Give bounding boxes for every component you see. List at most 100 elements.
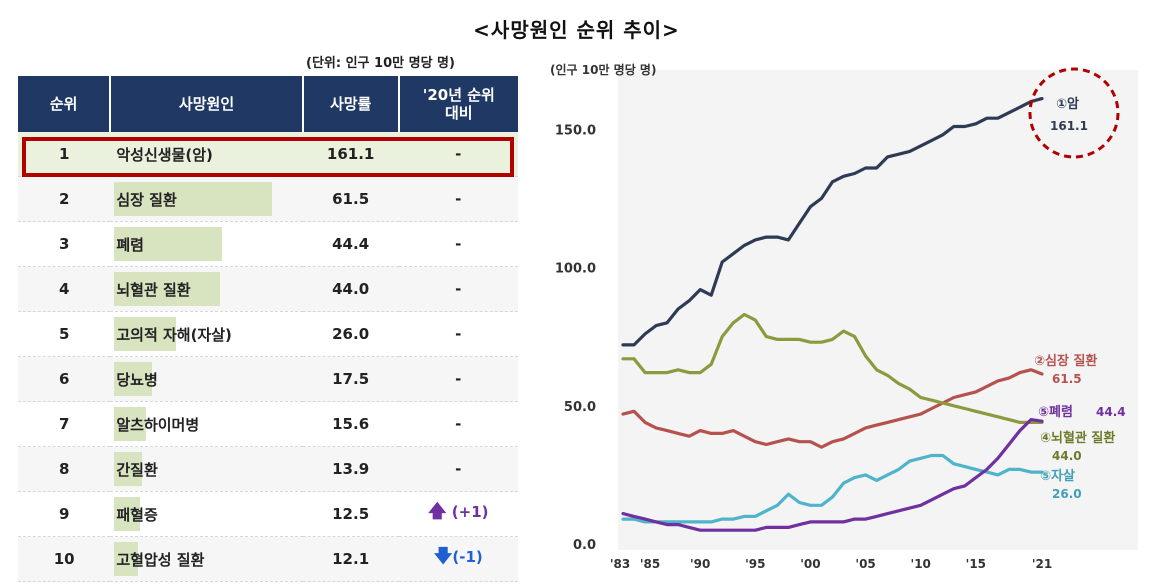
cause-label: 당뇨병 — [116, 370, 158, 389]
series-name-cerebro: ④뇌혈관 질환 — [1040, 430, 1115, 446]
table-row: 5 고의적 자해(자살) 26.0 - — [18, 311, 518, 357]
cell-compare-wrap: - — [398, 446, 518, 492]
cause-label: 고의적 자해(자살) — [116, 325, 232, 344]
cell-rank: 10 — [18, 536, 111, 582]
cell-rate: 15.6 — [302, 401, 399, 447]
cell-cause: 고혈압성 질환 — [110, 536, 303, 582]
series-name-pneumonia: ⑤폐렴 — [1038, 405, 1073, 420]
cell-rank: 3 — [18, 221, 111, 267]
table-row: 4 뇌혈관 질환 44.0 - — [18, 266, 518, 312]
series-value-cancer: 161.1 — [1050, 119, 1088, 133]
cell-compare-wrap: - — [398, 266, 518, 312]
cell-rank: 6 — [18, 356, 111, 402]
series-line-heart — [621, 368, 1044, 449]
x-tick-label: '15 — [966, 557, 986, 571]
page-title: <사망원인 순위 추이> — [473, 18, 680, 42]
cell-rate: 13.9 — [302, 446, 399, 492]
cell-rate: 61.5 — [302, 176, 399, 222]
table-row: 9 패혈증 12.5 🡅 (+1) — [18, 491, 518, 537]
table-row: 7 알츠하이머병 15.6 - — [18, 401, 518, 447]
cell-compare: - — [455, 145, 462, 163]
rate-bar — [114, 272, 221, 306]
x-tick-label: '05 — [855, 557, 875, 571]
cell-compare-wrap: - — [398, 356, 518, 402]
cell-rank: 7 — [18, 401, 111, 447]
x-tick-label: '21 — [1032, 557, 1052, 571]
cause-label: 간질환 — [116, 460, 158, 479]
cell-cause: 뇌혈관 질환 — [110, 266, 303, 312]
series-line-suicide — [621, 453, 1044, 524]
y-tick-label: 100.0 — [555, 262, 596, 277]
table-row: 8 간질환 13.9 - — [18, 446, 518, 492]
top-rank-highlight — [22, 137, 514, 177]
table-row: 2 심장 질환 61.5 - — [18, 176, 518, 222]
cell-rate: 12.5 — [302, 491, 399, 537]
table-unit-note: (단위: 인구 10만 명당 명) — [306, 56, 455, 71]
cell-compare-wrap: - — [398, 401, 518, 447]
cell-cause: 알츠하이머병 — [110, 401, 303, 447]
x-tick-label: '10 — [911, 557, 931, 571]
cause-label: 심장 질환 — [116, 190, 177, 209]
rate-bar — [114, 407, 147, 441]
header-compare: '20년 순위 대비 — [398, 76, 518, 132]
cancer-highlight-circle — [1028, 67, 1120, 159]
series-value-cerebro: 44.0 — [1052, 449, 1082, 463]
cell-compare: (+1) — [451, 503, 489, 521]
rate-bar — [114, 362, 153, 396]
table-row: 6 당뇨병 17.5 - — [18, 356, 518, 402]
series-name-suicide: ⑤자살 — [1040, 468, 1075, 484]
y-tick-label: 0.0 — [573, 538, 596, 553]
rate-bar — [114, 452, 143, 486]
series-value-suicide: 26.0 — [1052, 487, 1082, 501]
header-rate: 사망률 — [302, 76, 400, 132]
table-row: 3 폐렴 44.4 - — [18, 221, 518, 267]
rate-bar — [114, 317, 177, 351]
rate-bar — [114, 542, 139, 576]
cell-compare-wrap: - — [398, 221, 518, 267]
cell-rank: 9 — [18, 491, 111, 537]
header-compare-line1: '20년 순위 — [422, 86, 495, 104]
cell-compare-wrap: - — [398, 311, 518, 357]
table-row: 10 고혈압성 질환 12.1 🡇(-1) — [18, 536, 518, 582]
cell-rank: 5 — [18, 311, 111, 357]
cause-label: 뇌혈관 질환 — [116, 280, 191, 299]
down-arrow-icon: 🡇 — [433, 546, 453, 567]
cell-rank: 2 — [18, 176, 111, 222]
cell-rate: 17.5 — [302, 356, 399, 402]
cause-label: 악성신생물(암) — [116, 145, 213, 164]
header-cause: 사망원인 — [110, 76, 304, 132]
cell-cause: 당뇨병 — [110, 356, 303, 402]
cell-compare-wrap: 🡇(-1) — [398, 536, 518, 582]
series-line-pneumonia — [621, 418, 1044, 532]
cell-compare: - — [455, 460, 462, 478]
cell-compare: - — [455, 235, 462, 253]
plot-background — [618, 70, 1138, 550]
cell-compare: - — [455, 190, 462, 208]
cell-rank: 4 — [18, 266, 111, 312]
x-tick-label: '83 — [610, 557, 630, 571]
header-rank: 순위 — [18, 76, 112, 132]
series-line-cerebro — [621, 312, 1044, 424]
cause-label: 패혈증 — [116, 505, 158, 524]
rate-bar — [114, 497, 141, 531]
y-tick-label: 150.0 — [555, 123, 596, 138]
y-tick-label: 50.0 — [564, 400, 596, 415]
up-arrow-icon: 🡅 — [428, 501, 447, 522]
cell-compare: - — [455, 325, 462, 343]
y-axis-label: (인구 10만 명당 명) — [550, 62, 656, 77]
cell-rate: 44.4 — [302, 221, 399, 267]
cell-compare: - — [455, 370, 462, 388]
series-value-pneumonia: 44.4 — [1096, 405, 1126, 419]
series-name-heart: ②심장 질환 — [1034, 353, 1097, 369]
cell-cause: 폐렴 — [110, 221, 303, 267]
x-tick-label: '00 — [800, 557, 820, 571]
rate-bar — [114, 227, 223, 261]
cell-rate: 26.0 — [302, 311, 399, 357]
cell-rate: 44.0 — [302, 266, 399, 312]
x-tick-label: '90 — [690, 557, 710, 571]
trend-line-chart: (인구 10만 명당 명) 0.0 50.0 100.0 150.0 '83 '85 '90 '… — [550, 62, 1138, 571]
series-value-heart: 61.5 — [1052, 372, 1082, 386]
cell-cause: 심장 질환 — [110, 176, 303, 222]
rank-table: 순위 사망원인 사망률 '20년 순위 대비 1 악성신생물(암) 161.1-2 심… — [18, 76, 518, 582]
cell-cause: 패혈증 — [110, 491, 303, 537]
